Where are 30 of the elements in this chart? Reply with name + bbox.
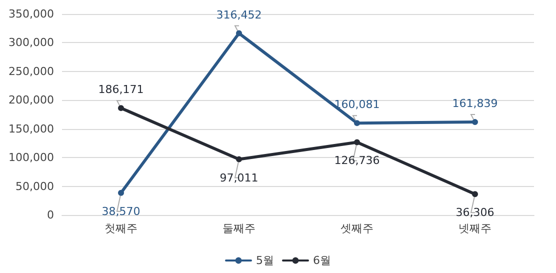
point xyxy=(236,30,242,36)
data-label: 186,171 xyxy=(98,83,144,96)
y-tick-label: 250,000 xyxy=(8,64,54,78)
legend-label: 5월 xyxy=(256,254,274,267)
y-tick-label: 200,000 xyxy=(8,94,54,107)
y-tick-label: 300,000 xyxy=(8,36,54,50)
data-label: 38,570 xyxy=(102,204,140,218)
x-tick-label: 첫째주 xyxy=(104,222,138,235)
point xyxy=(472,119,478,126)
legend-label: 6월 xyxy=(313,254,331,267)
x-tick-label: 넷째주 xyxy=(458,222,492,235)
data-label: 36,306 xyxy=(456,206,494,220)
y-tick-label: 100,000 xyxy=(8,151,54,164)
y-tick-label: 0 xyxy=(47,208,54,222)
y-tick-label: 50,000 xyxy=(16,180,54,193)
y-tick-label: 150,000 xyxy=(8,122,54,136)
data-label: 161,839 xyxy=(452,97,498,110)
x-tick-label: 둘째주 xyxy=(222,222,256,235)
x-tick-label: 셋째주 xyxy=(340,222,374,235)
y-tick-label: 350,000 xyxy=(8,8,54,20)
point xyxy=(354,139,360,146)
point xyxy=(118,190,124,196)
data-label: 97,011 xyxy=(220,171,258,184)
data-label: 126,736 xyxy=(334,154,380,168)
point xyxy=(118,105,124,112)
point xyxy=(472,191,478,198)
data-label: 160,081 xyxy=(334,98,380,112)
data-label: 316,452 xyxy=(216,8,262,22)
point xyxy=(236,156,242,162)
point xyxy=(354,120,360,126)
